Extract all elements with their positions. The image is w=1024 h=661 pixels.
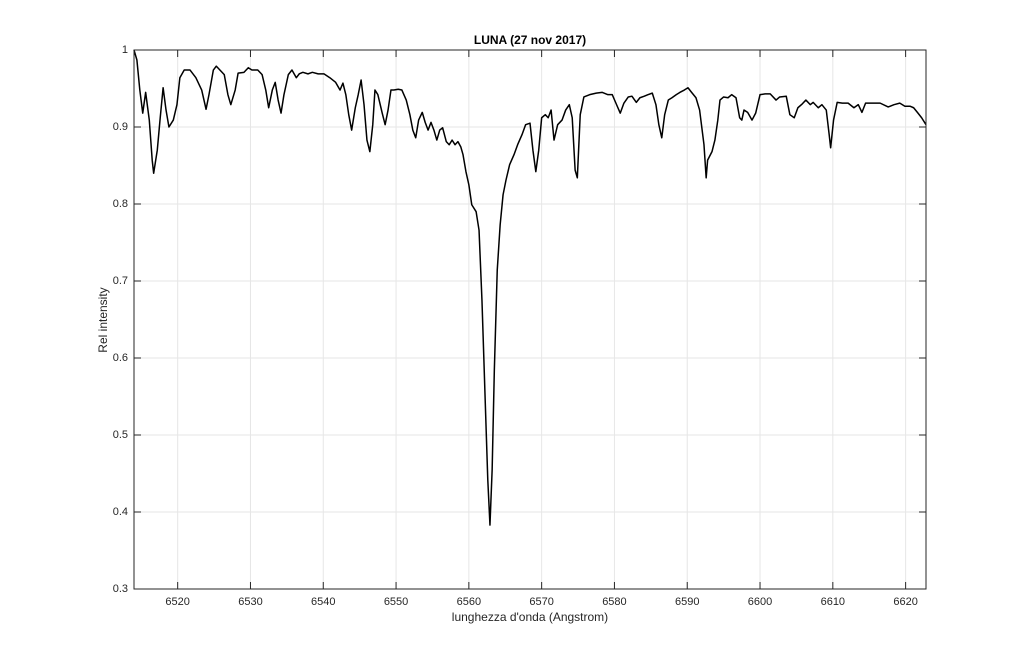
chart-title: LUNA (27 nov 2017): [474, 33, 586, 47]
y-tick-label: 0.4: [113, 506, 128, 518]
spectrum-line: [133, 49, 927, 526]
x-tick-label: 6560: [457, 596, 481, 608]
plot-area: [134, 50, 926, 589]
y-tick-label: 0.5: [113, 429, 128, 441]
x-tick-label: 6550: [384, 596, 408, 608]
y-axis-label: Rel intensity: [96, 287, 110, 352]
y-tick-label: 0.8: [113, 198, 128, 210]
x-tick-label: 6520: [165, 596, 189, 608]
y-tick-label: 0.3: [113, 583, 128, 595]
y-tick-label: 0.6: [113, 352, 128, 364]
axes-box: [133, 49, 927, 590]
y-tick-label: 1: [122, 44, 128, 56]
y-tick-label: 0.7: [113, 275, 128, 287]
x-tick-label: 6590: [675, 596, 699, 608]
x-tick-label: 6580: [602, 596, 626, 608]
x-tick-label: 6620: [893, 596, 917, 608]
x-tick-label: 6540: [311, 596, 335, 608]
x-tick-label: 6610: [821, 596, 845, 608]
y-tick-label: 0.9: [113, 121, 128, 133]
x-tick-label: 6530: [238, 596, 262, 608]
x-axis-label: lunghezza d'onda (Angstrom): [452, 610, 608, 624]
x-tick-label: 6600: [748, 596, 772, 608]
x-tick-label: 6570: [529, 596, 553, 608]
